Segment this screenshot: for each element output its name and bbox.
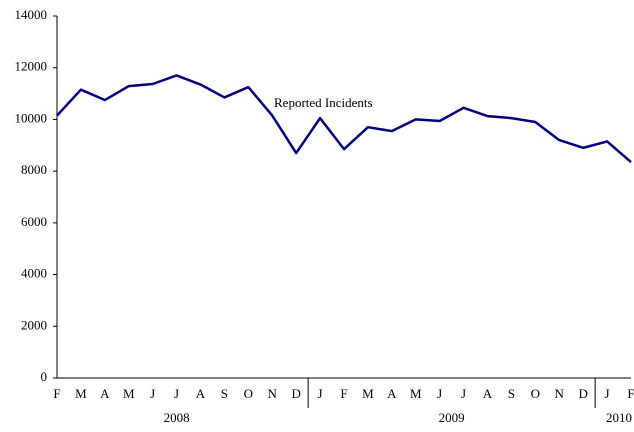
x-tick-label: M — [410, 386, 422, 401]
y-tick-label: 0 — [41, 369, 48, 384]
x-tick-label: F — [340, 386, 347, 401]
y-tick-label: 12000 — [15, 59, 48, 74]
x-tick-label: S — [508, 386, 515, 401]
x-tick-label: N — [555, 386, 565, 401]
series-label: Reported Incidents — [274, 95, 373, 110]
series-line — [56, 74, 632, 164]
x-group-label: 2010 — [606, 410, 632, 425]
x-group-label: 2009 — [439, 410, 465, 425]
x-tick-label: A — [387, 386, 397, 401]
x-tick-label: O — [244, 386, 253, 401]
x-tick-label: M — [123, 386, 135, 401]
y-tick-label: 10000 — [15, 110, 48, 125]
x-tick-label: J — [437, 386, 442, 401]
x-tick-label: S — [221, 386, 228, 401]
x-tick-label: J — [461, 386, 466, 401]
x-group-label: 2008 — [164, 410, 190, 425]
x-tick-label: F — [627, 386, 634, 401]
y-tick-label: 8000 — [21, 162, 47, 177]
y-tick-label: 14000 — [15, 7, 48, 22]
x-tick-label: J — [150, 386, 155, 401]
x-tick-label: A — [100, 386, 110, 401]
x-tick-label: A — [483, 386, 493, 401]
x-tick-label: D — [291, 386, 300, 401]
y-tick-label: 2000 — [21, 317, 47, 332]
x-tick-label: O — [531, 386, 540, 401]
y-tick-label: 4000 — [21, 266, 47, 281]
x-tick-label: D — [578, 386, 587, 401]
x-tick-label: J — [318, 386, 323, 401]
y-tick-label: 6000 — [21, 214, 47, 229]
x-tick-label: M — [75, 386, 87, 401]
x-tick-label: J — [605, 386, 610, 401]
x-tick-label: M — [362, 386, 374, 401]
x-tick-label: J — [174, 386, 179, 401]
x-tick-label: A — [196, 386, 206, 401]
x-tick-label: F — [53, 386, 60, 401]
x-tick-label: N — [268, 386, 278, 401]
